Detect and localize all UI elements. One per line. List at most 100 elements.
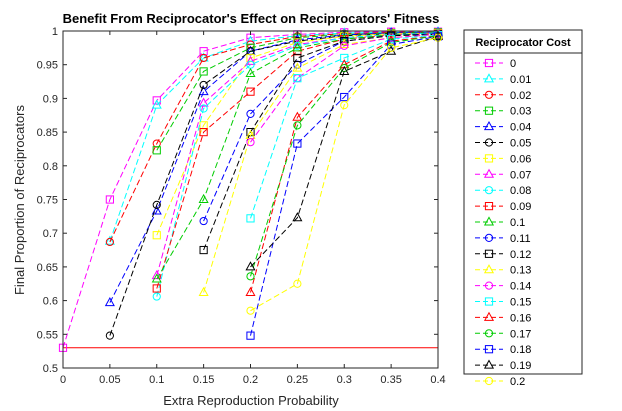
legend-marker xyxy=(484,281,494,290)
data-point xyxy=(340,41,349,50)
data-point xyxy=(198,193,209,203)
data-point xyxy=(198,286,209,297)
data-point xyxy=(151,99,162,109)
legend-item: 0.18 xyxy=(475,344,531,356)
data-point xyxy=(152,200,161,209)
series-line xyxy=(250,37,439,312)
series-line xyxy=(250,35,439,336)
y-axis: 0.5 0.55 0.6 0.65 0.7 0.75 0.8 0.85 0.9 0.95 1 xyxy=(37,26,438,375)
series-line xyxy=(109,31,439,303)
legend-label: 0.12 xyxy=(510,249,531,261)
legend-item: 0.06 xyxy=(475,153,531,165)
legend-label: 0.2 xyxy=(510,376,525,388)
legend-label: 0.02 xyxy=(510,90,531,102)
data-point xyxy=(245,67,256,77)
data-point xyxy=(152,146,161,155)
legend-label: 0.11 xyxy=(510,233,531,245)
data-point xyxy=(340,92,349,102)
legend-label: 0.19 xyxy=(510,360,531,372)
data-point xyxy=(246,138,255,147)
legend-label: 0.16 xyxy=(510,312,531,324)
y-tick-label: 0.9 xyxy=(43,93,58,105)
y-axis-label: Final Proportion of Reciprocators xyxy=(12,104,27,295)
data-point xyxy=(293,279,302,288)
y-tick-label: 0.5 xyxy=(43,363,58,375)
x-tick-label: 0.35 xyxy=(380,374,401,386)
data-point xyxy=(340,53,349,63)
legend-item: 0.03 xyxy=(475,106,531,118)
legend-label: 0.17 xyxy=(510,328,531,340)
legend-marker xyxy=(483,120,495,131)
data-point xyxy=(340,101,349,110)
legend-marker xyxy=(484,58,494,68)
data-point xyxy=(292,212,303,222)
x-tick-label: 0.2 xyxy=(243,374,258,386)
legend-label: 0.01 xyxy=(510,74,531,86)
series-line xyxy=(109,31,438,243)
series-line xyxy=(250,35,439,268)
legend-marker xyxy=(484,297,494,306)
y-tick-label: 0.8 xyxy=(43,161,58,173)
legend-label: 0 xyxy=(510,58,516,70)
data-point xyxy=(152,292,161,301)
legend-item: 0.04 xyxy=(475,120,531,134)
data-point xyxy=(245,261,256,271)
legend-item: 0.2 xyxy=(475,376,525,388)
data-point xyxy=(152,96,161,105)
legend-label: 0.04 xyxy=(510,122,531,134)
legend-marker xyxy=(484,106,494,115)
data-point xyxy=(339,38,350,48)
legend: Reciprocator Cost 00.010.020.030.040.050… xyxy=(463,29,583,388)
x-tick-label: 0 xyxy=(60,374,66,386)
series-line xyxy=(109,31,439,242)
legend-marker xyxy=(483,216,495,226)
legend-marker xyxy=(483,73,495,83)
series-line xyxy=(156,32,439,297)
x-tick-label: 0.4 xyxy=(430,374,445,386)
data-point xyxy=(246,87,255,96)
data-point xyxy=(292,42,303,52)
data-point xyxy=(104,235,115,245)
data-point xyxy=(199,53,208,63)
legend-box xyxy=(463,29,583,375)
legend-marker xyxy=(484,186,494,195)
legend-item: 0.02 xyxy=(475,90,531,102)
data-point xyxy=(199,80,208,90)
legend-item: 0.09 xyxy=(475,201,531,213)
legend-label: 0.08 xyxy=(510,185,531,197)
legend-marker xyxy=(484,249,494,258)
series-line xyxy=(250,33,439,143)
legend-marker xyxy=(483,359,495,369)
data-point xyxy=(105,237,114,247)
legend-label: 0.09 xyxy=(510,201,531,213)
data-point xyxy=(292,62,303,72)
y-tick-label: 0.75 xyxy=(37,195,58,207)
legend-label: 0.1 xyxy=(510,217,525,229)
legend-marker xyxy=(484,376,494,386)
data-point xyxy=(198,97,209,107)
legend-item: 0.17 xyxy=(475,328,531,340)
legend-item: 0 xyxy=(475,58,516,70)
y-tick-label: 0.55 xyxy=(37,329,58,341)
data-point xyxy=(199,128,208,137)
data-point xyxy=(105,195,114,204)
legend-marker xyxy=(484,154,494,163)
data-point xyxy=(387,43,396,52)
data-point xyxy=(199,104,208,113)
data-point xyxy=(151,273,162,283)
legend-item: 0.14 xyxy=(475,281,531,293)
series-line xyxy=(203,33,439,251)
legend-item: 0.19 xyxy=(475,359,531,372)
series-line xyxy=(250,34,439,219)
x-axis: 0 0.05 0.1 0.15 0.2 0.25 0.3 0.35 0.4 xyxy=(60,31,446,386)
data-point xyxy=(293,139,302,148)
data-point xyxy=(246,306,255,315)
y-tick-label: 0.7 xyxy=(43,228,58,240)
legend-item: 0.01 xyxy=(475,73,531,86)
data-point xyxy=(199,245,208,255)
legend-item: 0.08 xyxy=(475,185,531,197)
legend-label: 0.06 xyxy=(510,153,531,165)
data-point xyxy=(293,121,302,130)
y-tick-label: 0.95 xyxy=(37,60,58,72)
